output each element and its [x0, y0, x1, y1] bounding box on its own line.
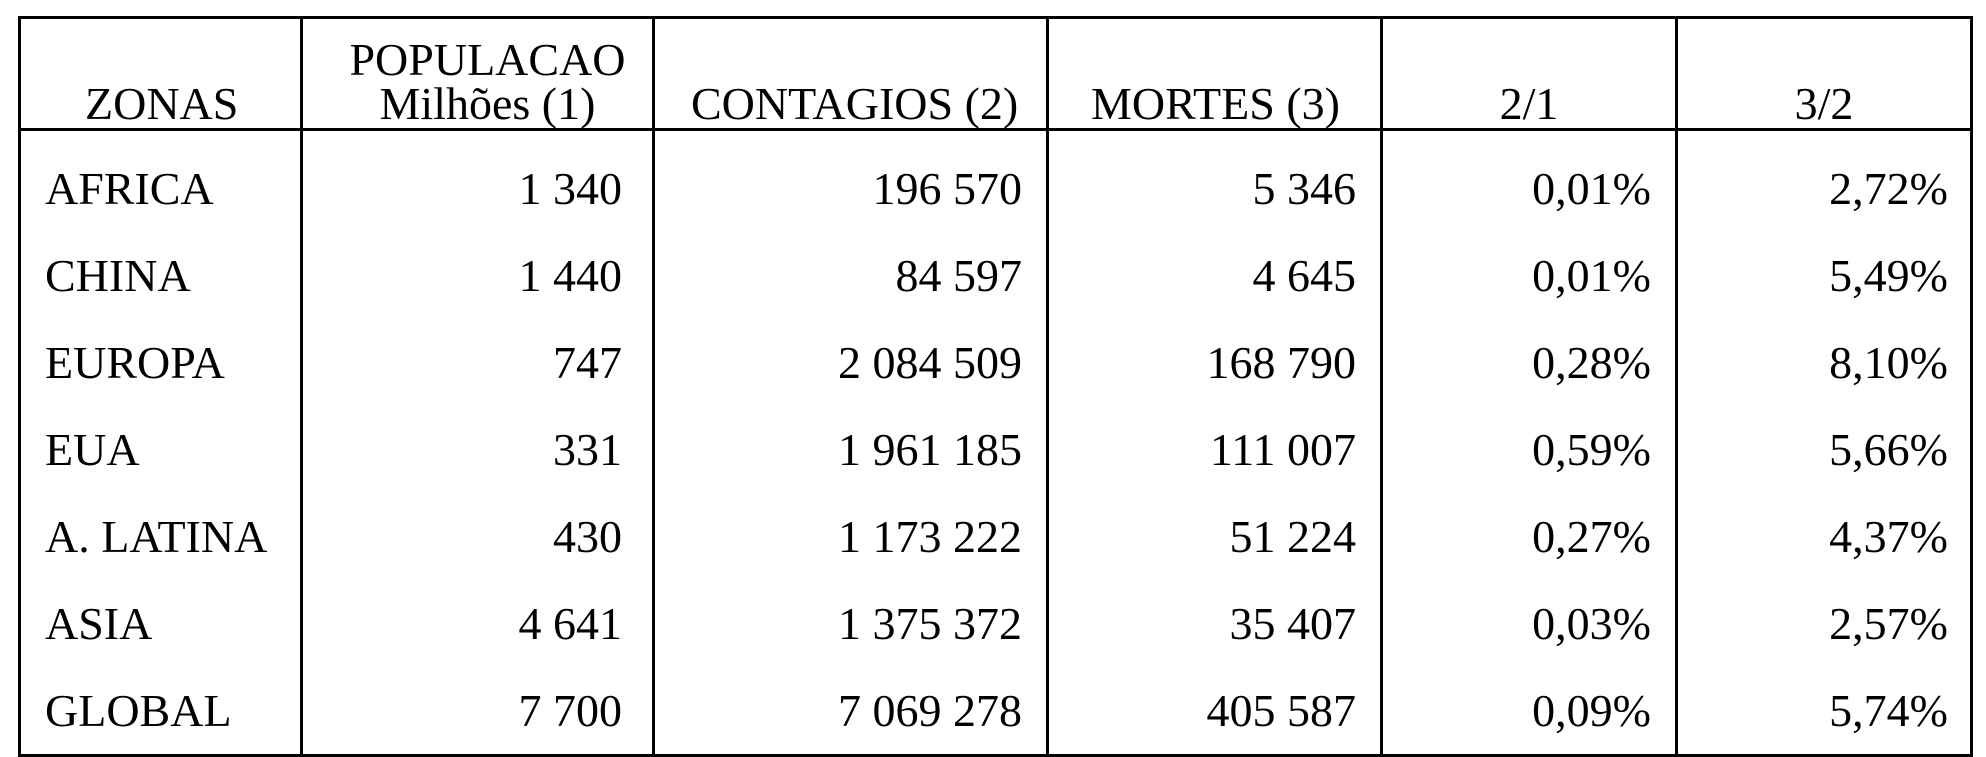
- cell-populacao: 1 340: [302, 130, 654, 233]
- cell-ratio-2-1: 0,27%: [1382, 493, 1677, 580]
- header-populacao-line2: Milhões (1): [380, 78, 596, 129]
- cell-mortes: 405 587: [1048, 667, 1382, 756]
- cell-zona: CHINA: [20, 232, 302, 319]
- cell-ratio-2-1: 0,28%: [1382, 319, 1677, 406]
- cell-zona: EUA: [20, 406, 302, 493]
- cell-contagios: 84 597: [654, 232, 1048, 319]
- cell-ratio-3-2: 8,10%: [1677, 319, 1972, 406]
- cell-ratio-3-2: 5,74%: [1677, 667, 1972, 756]
- header-populacao: POPULACAO Milhões (1): [302, 18, 654, 130]
- covid-statistics-table: ZONAS POPULACAO Milhões (1) CONTAGIOS (2)…: [18, 16, 1973, 757]
- cell-ratio-2-1: 0,01%: [1382, 232, 1677, 319]
- cell-zona: ASIA: [20, 580, 302, 667]
- cell-ratio-2-1: 0,03%: [1382, 580, 1677, 667]
- header-row: ZONAS POPULACAO Milhões (1) CONTAGIOS (2)…: [20, 18, 1972, 130]
- cell-contagios: 196 570: [654, 130, 1048, 233]
- header-ratio-3-2: 3/2: [1677, 18, 1972, 130]
- cell-ratio-2-1: 0,59%: [1382, 406, 1677, 493]
- cell-mortes: 5 346: [1048, 130, 1382, 233]
- cell-contagios: 1 961 185: [654, 406, 1048, 493]
- cell-ratio-2-1: 0,09%: [1382, 667, 1677, 756]
- cell-mortes: 168 790: [1048, 319, 1382, 406]
- cell-mortes: 51 224: [1048, 493, 1382, 580]
- cell-populacao: 430: [302, 493, 654, 580]
- table-row: ASIA 4 641 1 375 372 35 407 0,03% 2,57%: [20, 580, 1972, 667]
- table-row: EUA 331 1 961 185 111 007 0,59% 5,66%: [20, 406, 1972, 493]
- cell-ratio-2-1: 0,01%: [1382, 130, 1677, 233]
- table-row: GLOBAL 7 700 7 069 278 405 587 0,09% 5,74%: [20, 667, 1972, 756]
- cell-populacao: 7 700: [302, 667, 654, 756]
- cell-zona: AFRICA: [20, 130, 302, 233]
- cell-zona: GLOBAL: [20, 667, 302, 756]
- cell-ratio-3-2: 5,66%: [1677, 406, 1972, 493]
- cell-mortes: 111 007: [1048, 406, 1382, 493]
- table-row: CHINA 1 440 84 597 4 645 0,01% 5,49%: [20, 232, 1972, 319]
- cell-contagios: 7 069 278: [654, 667, 1048, 756]
- cell-contagios: 1 375 372: [654, 580, 1048, 667]
- cell-contagios: 1 173 222: [654, 493, 1048, 580]
- cell-populacao: 4 641: [302, 580, 654, 667]
- header-mortes: MORTES (3): [1048, 18, 1382, 130]
- cell-ratio-3-2: 2,72%: [1677, 130, 1972, 233]
- table-row: EUROPA 747 2 084 509 168 790 0,28% 8,10%: [20, 319, 1972, 406]
- cell-populacao: 1 440: [302, 232, 654, 319]
- cell-mortes: 35 407: [1048, 580, 1382, 667]
- header-contagios: CONTAGIOS (2): [654, 18, 1048, 130]
- cell-zona: A. LATINA: [20, 493, 302, 580]
- table-row: AFRICA 1 340 196 570 5 346 0,01% 2,72%: [20, 130, 1972, 233]
- cell-ratio-3-2: 4,37%: [1677, 493, 1972, 580]
- cell-populacao: 331: [302, 406, 654, 493]
- table-body: AFRICA 1 340 196 570 5 346 0,01% 2,72% CHINA 1 …: [20, 130, 1972, 756]
- table-header: ZONAS POPULACAO Milhões (1) CONTAGIOS (2)…: [20, 18, 1972, 130]
- cell-zona: EUROPA: [20, 319, 302, 406]
- cell-populacao: 747: [302, 319, 654, 406]
- header-ratio-2-1: 2/1: [1382, 18, 1677, 130]
- cell-ratio-3-2: 5,49%: [1677, 232, 1972, 319]
- cell-ratio-3-2: 2,57%: [1677, 580, 1972, 667]
- cell-mortes: 4 645: [1048, 232, 1382, 319]
- header-zonas: ZONAS: [20, 18, 302, 130]
- cell-contagios: 2 084 509: [654, 319, 1048, 406]
- table-row: A. LATINA 430 1 173 222 51 224 0,27% 4,37%: [20, 493, 1972, 580]
